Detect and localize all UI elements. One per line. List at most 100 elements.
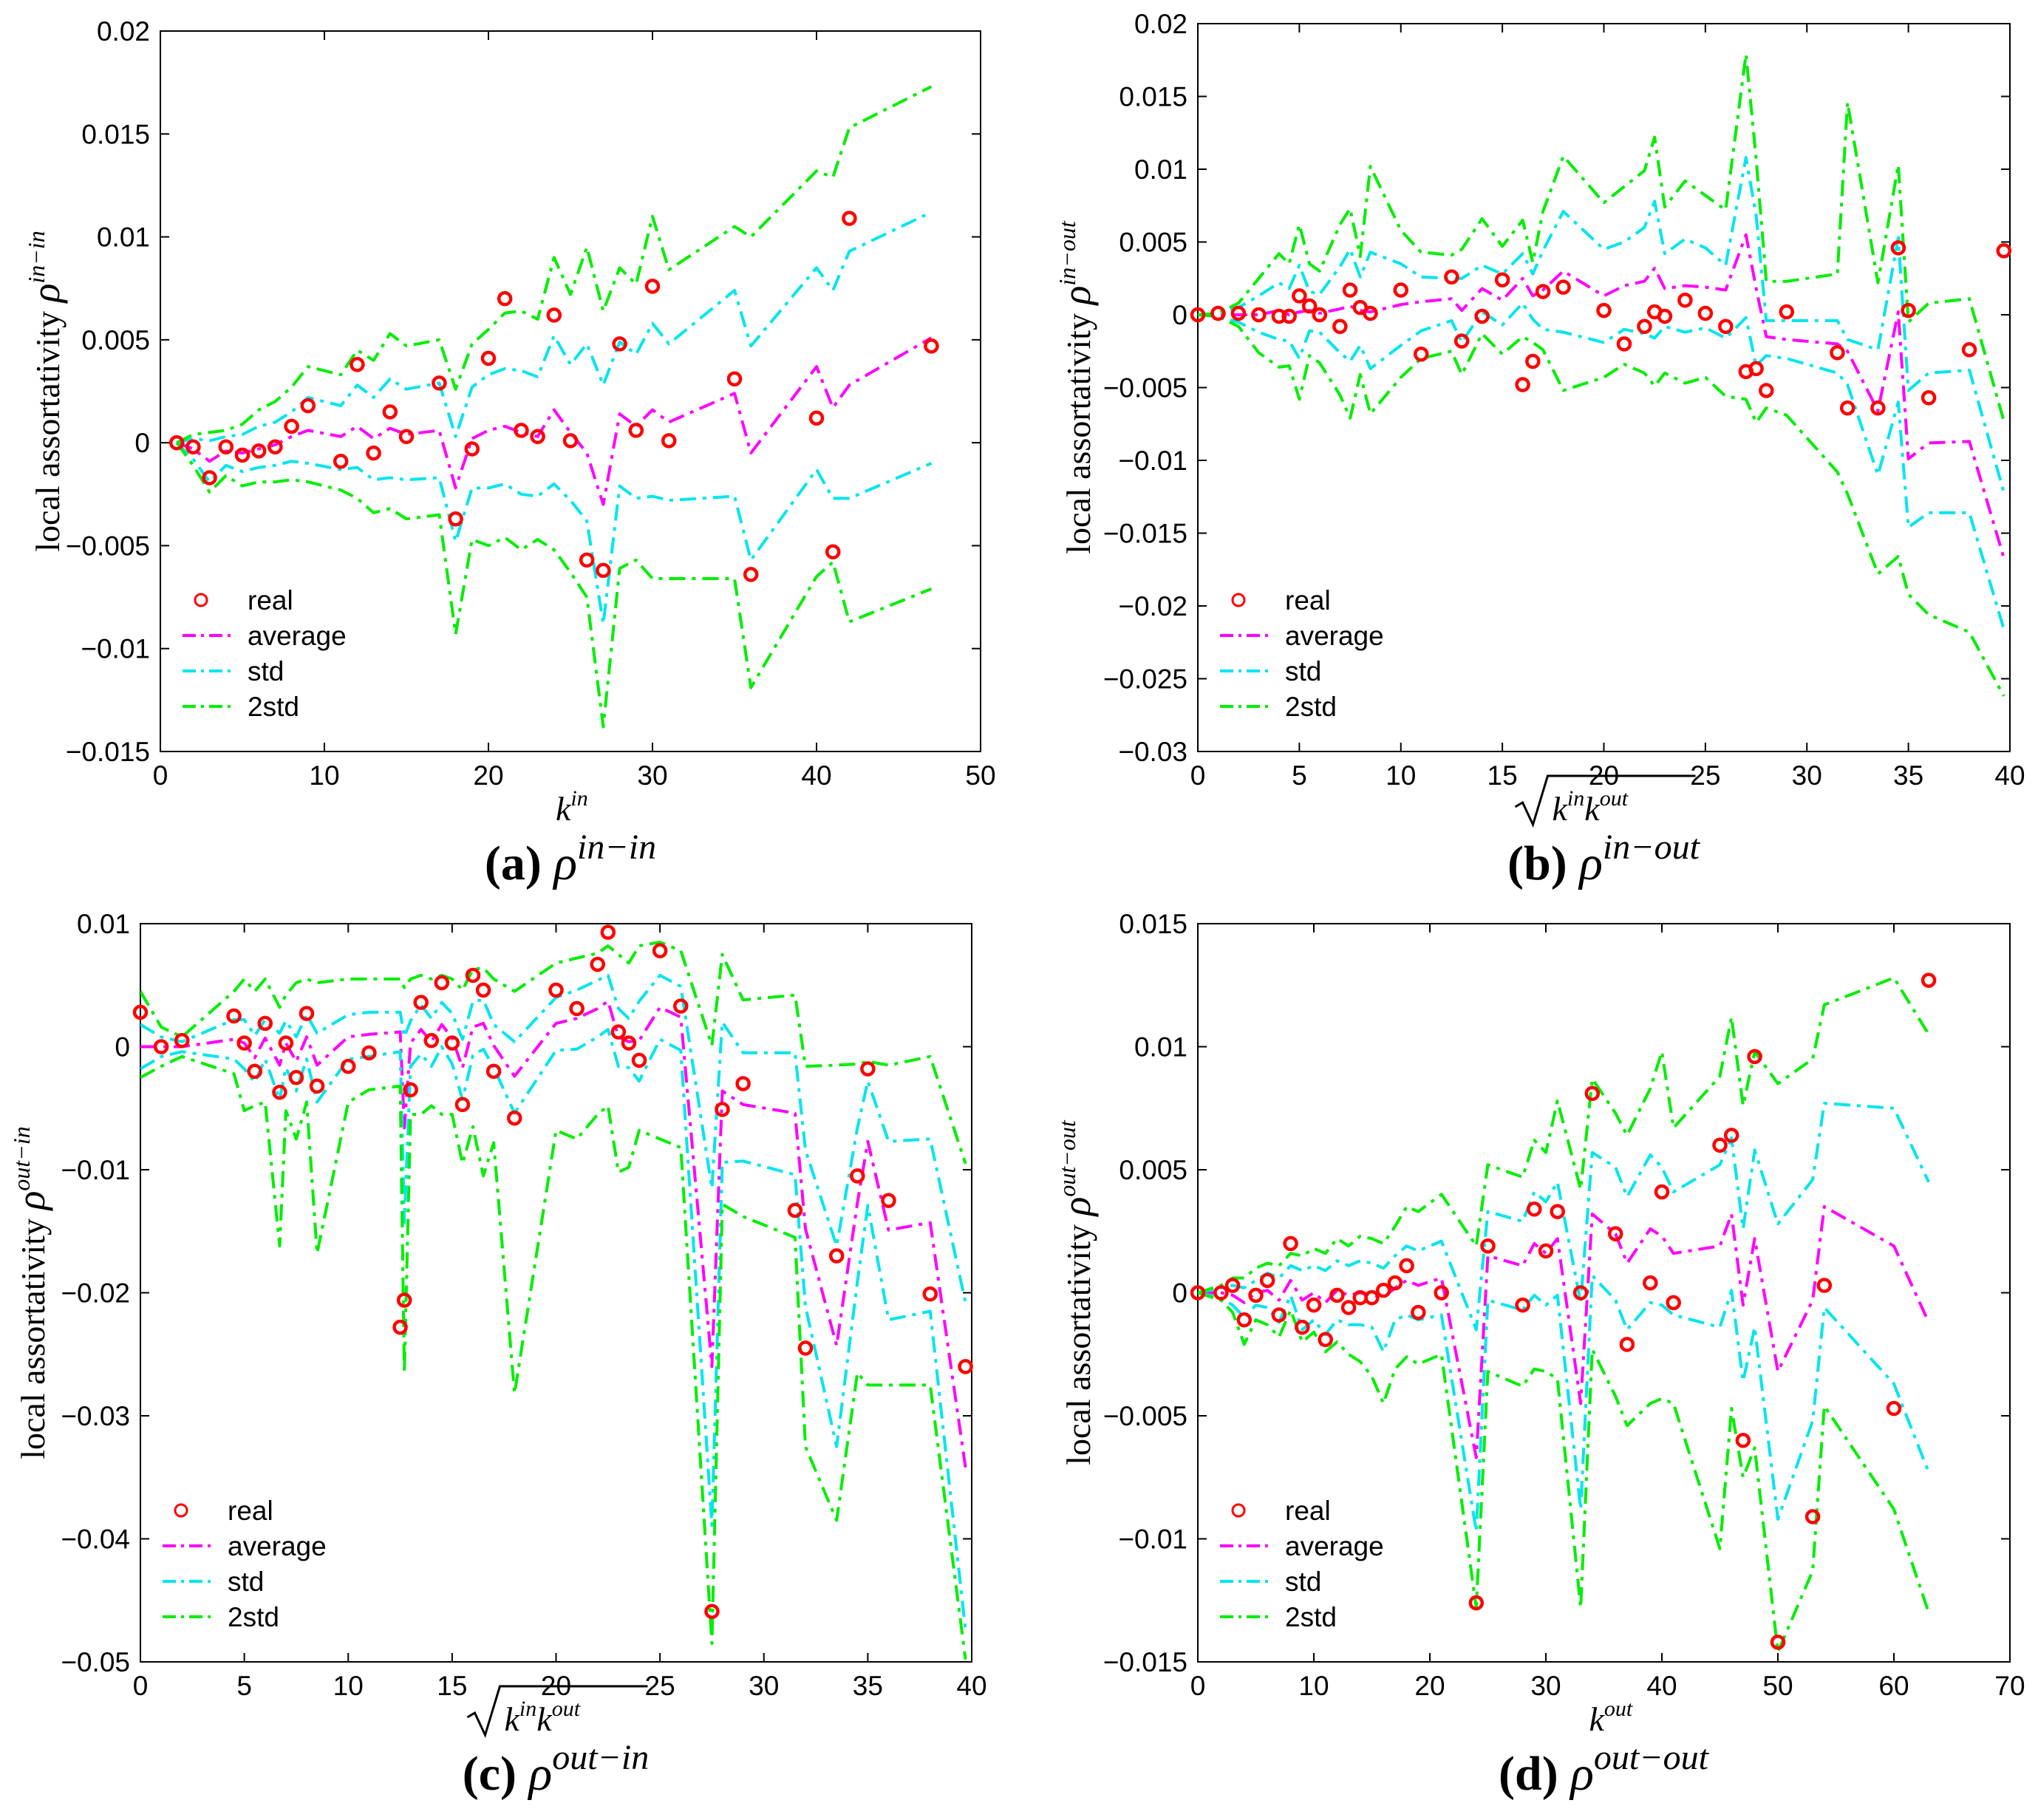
series-line-2std-lower bbox=[1198, 313, 2005, 698]
plot-area bbox=[1198, 976, 1930, 1654]
data-point-real bbox=[1399, 1258, 1414, 1274]
x-tick-label: 0 bbox=[1190, 1671, 1206, 1701]
y-axis-label-sup: in−in bbox=[23, 231, 50, 283]
data-point-real bbox=[1961, 342, 1977, 358]
x-axis-label-base: k bbox=[556, 790, 572, 828]
data-point-real bbox=[1735, 1433, 1751, 1448]
data-point-real bbox=[808, 410, 825, 426]
y-tick-label: −0.01 bbox=[61, 1155, 130, 1185]
x-tick-label: 50 bbox=[965, 760, 995, 791]
data-point-real bbox=[1190, 1285, 1206, 1301]
x-tick-label: 70 bbox=[1994, 1671, 2025, 1701]
y-tick-label: −0.01 bbox=[1118, 1524, 1187, 1555]
y-tick-label: −0.005 bbox=[1103, 373, 1187, 403]
legend-label-2std: 2std bbox=[248, 692, 299, 722]
y-axis-label-symbol: ρ bbox=[1054, 1197, 1099, 1218]
data-point-real bbox=[434, 975, 450, 991]
data-point-real bbox=[1332, 318, 1348, 335]
y-tick-label: 0.02 bbox=[97, 16, 150, 47]
y-tick-label: 0.005 bbox=[81, 325, 150, 355]
y-axis-label-sup: in−out bbox=[1054, 220, 1080, 285]
y-tick-label: 0 bbox=[134, 428, 150, 458]
data-point-real bbox=[168, 434, 185, 451]
y-axis-label-symbol: ρ bbox=[9, 1191, 53, 1212]
series-line-2std-upper bbox=[1198, 52, 2005, 422]
series-line-2std-upper bbox=[140, 941, 967, 1165]
data-point-real bbox=[530, 429, 545, 445]
data-point-real bbox=[787, 1202, 803, 1219]
data-point-real bbox=[562, 433, 579, 449]
data-point-real bbox=[922, 1286, 938, 1302]
x-axis-label-base: k bbox=[1553, 790, 1569, 828]
data-point-real bbox=[299, 1006, 315, 1021]
data-point-real bbox=[284, 418, 299, 434]
y-axis-label-sup: out−out bbox=[1054, 1119, 1080, 1196]
data-point-real bbox=[497, 290, 513, 307]
data-point-real bbox=[1375, 1282, 1391, 1298]
series-line-std-lower bbox=[175, 441, 933, 626]
x-tick-label: 40 bbox=[1994, 760, 2025, 791]
y-axis-label: local assortativity ρin−out bbox=[1054, 220, 1099, 554]
y-axis-label-text: local assortativity bbox=[14, 1210, 52, 1459]
plot-frame bbox=[1197, 23, 2011, 752]
y-tick-label: −0.015 bbox=[1103, 519, 1187, 549]
legend-label-average: average bbox=[1285, 1531, 1384, 1561]
panel-caption: (d) ρout−out bbox=[1499, 1738, 1710, 1801]
data-point-real bbox=[1619, 1337, 1635, 1352]
data-point-real bbox=[1839, 400, 1855, 416]
x-axis-label-sup: in bbox=[1567, 786, 1584, 811]
y-tick-label: −0.05 bbox=[61, 1647, 130, 1677]
data-point-real bbox=[958, 1359, 973, 1374]
data-point-real bbox=[743, 567, 759, 582]
data-point-real bbox=[1572, 1285, 1589, 1301]
data-point-real bbox=[185, 439, 201, 454]
data-point-real bbox=[1318, 1332, 1333, 1348]
data-point-real bbox=[1515, 377, 1530, 392]
legend-label-average: average bbox=[248, 621, 347, 651]
data-point-real bbox=[1248, 1287, 1264, 1303]
data-point-real bbox=[1190, 307, 1206, 323]
panel-caption: (b) ρin−out bbox=[1507, 828, 1701, 890]
data-point-real bbox=[153, 1039, 169, 1054]
data-point-real bbox=[272, 1084, 287, 1100]
data-point-real bbox=[1657, 308, 1673, 324]
data-point-real bbox=[1596, 302, 1612, 318]
caption-sup: in−out bbox=[1603, 828, 1701, 867]
x-tick-label: 40 bbox=[956, 1671, 986, 1701]
data-point-real bbox=[1363, 305, 1378, 321]
caption-symbol: ρ bbox=[1578, 836, 1603, 890]
data-point-real bbox=[1306, 1297, 1322, 1313]
y-tick-label: 0.01 bbox=[1134, 1032, 1187, 1063]
x-axis-label-base2: k bbox=[1584, 790, 1601, 828]
data-point-real bbox=[403, 1082, 418, 1098]
data-point-real bbox=[1890, 240, 1906, 256]
data-point-real bbox=[546, 307, 562, 323]
x-tick-label: 50 bbox=[1762, 1671, 1793, 1701]
y-tick-label: 0.01 bbox=[1134, 154, 1187, 185]
x-axis-label: kinkout bbox=[1514, 774, 1696, 828]
panel-c: 0 5 10 15 20 25 30 35 40−0.05−0.04−0.03−0.02−0.0… bbox=[8, 909, 987, 1801]
x-tick-label: 40 bbox=[1646, 1671, 1677, 1701]
data-point-real bbox=[1666, 1295, 1681, 1311]
data-point-real bbox=[1527, 1202, 1542, 1217]
x-axis-label-sup2: out bbox=[552, 1697, 581, 1721]
y-tick-label: 0 bbox=[1172, 1278, 1187, 1309]
caption-symbol: ρ bbox=[552, 836, 577, 890]
y-axis-label-text: local assortativity bbox=[29, 303, 67, 552]
data-point-real bbox=[1364, 1289, 1380, 1306]
plot-frame bbox=[140, 923, 972, 1663]
legend-label-2std: 2std bbox=[1285, 692, 1337, 722]
data-point-real bbox=[1770, 1635, 1786, 1650]
data-point-real bbox=[1312, 307, 1328, 323]
data-point-real bbox=[1870, 400, 1886, 416]
data-point-real bbox=[465, 967, 481, 984]
caption-sup: in−in bbox=[577, 828, 656, 867]
data-point-real bbox=[366, 445, 381, 461]
data-point-real bbox=[1295, 1319, 1310, 1335]
legend-marker-real bbox=[194, 593, 208, 607]
y-tick-label: 0.01 bbox=[77, 909, 130, 939]
caption-label: (b) bbox=[1507, 836, 1579, 890]
data-point-real bbox=[1251, 307, 1267, 323]
data-point-real bbox=[726, 371, 743, 387]
